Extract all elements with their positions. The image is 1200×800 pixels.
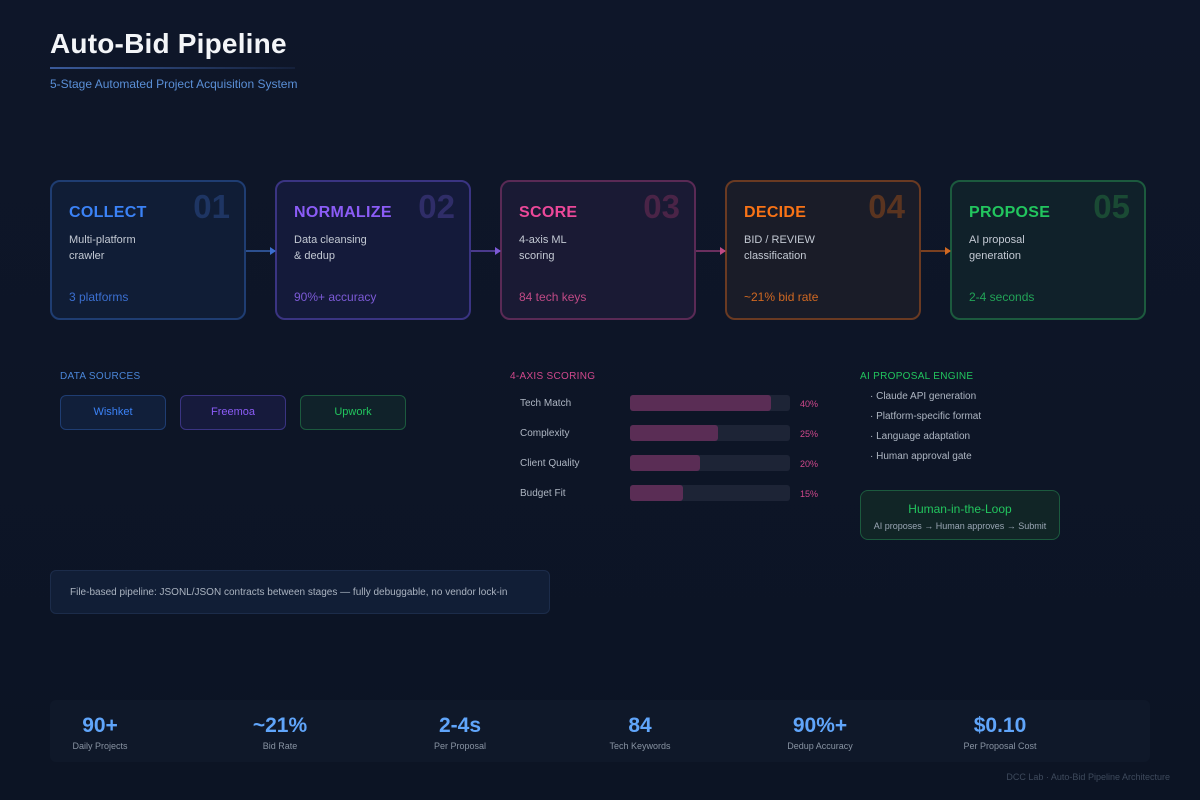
- proposal-engine-heading: AI PROPOSAL ENGINE: [860, 371, 974, 382]
- human-in-the-loop-box: Human-in-the-Loop AI proposes → Human ap…: [860, 490, 1060, 540]
- stage-card-score: 03 SCORE 4-axis ML scoring 84 tech keys: [500, 180, 696, 320]
- score-bar-track: [630, 425, 790, 441]
- page-title: Auto-Bid Pipeline: [50, 28, 287, 59]
- score-axis-label: Budget Fit: [520, 488, 566, 499]
- source-badge-freemoa: Freemoa: [180, 395, 286, 430]
- flow-arrow: [471, 247, 501, 255]
- score-bar-fill: [630, 455, 701, 471]
- stat-label: Dedup Accuracy: [787, 741, 853, 751]
- score-weight: 20%: [800, 459, 819, 469]
- stat-label: Bid Rate: [262, 741, 298, 751]
- stats-bar: 90+ Daily Projects ~21% Bid Rate 2-4s Pe…: [50, 700, 1150, 762]
- engine-feature-item: · Claude API generation: [870, 391, 977, 402]
- stat-tech-keywords: 84 Tech Keywords: [560, 700, 720, 751]
- stage-card-normalize: 02 NORMALIZE Data cleansing & dedup 90%+ …: [275, 180, 471, 320]
- page-subtitle: 5-Stage Automated Project Acquisition Sy…: [50, 77, 298, 91]
- stage-name: DECIDE: [744, 204, 807, 221]
- hitl-subtitle: AI proposes → Human approves → Submit: [873, 521, 1047, 531]
- stage-metric: 90%+ accuracy: [294, 290, 377, 304]
- stat-label: Daily Projects: [72, 741, 128, 751]
- data-sources-heading: DATA SOURCES: [60, 371, 141, 382]
- scoring-heading: 4-AXIS SCORING: [510, 371, 596, 382]
- stat-label: Per Proposal: [433, 741, 487, 751]
- stage-description: Data cleansing & dedup: [294, 234, 367, 262]
- stage-card-decide: 04 DECIDE BID / REVIEW classification ~21…: [725, 180, 921, 320]
- score-bar-track: [630, 485, 790, 501]
- stage-name: COLLECT: [69, 204, 147, 221]
- stat-value: 90%+: [792, 714, 848, 737]
- stat-value: $0.10: [973, 714, 1027, 737]
- flow-arrow: [921, 247, 951, 255]
- score-axis-label: Tech Match: [520, 398, 572, 409]
- footer-credit: DCC Lab · Auto-Bid Pipeline Architecture: [1006, 772, 1170, 782]
- score-axis-label: Complexity: [520, 428, 570, 439]
- stage-metric: 3 platforms: [69, 290, 129, 304]
- stat-proposal-cost: $0.10 Per Proposal Cost: [920, 700, 1080, 751]
- score-weight: 15%: [800, 489, 819, 499]
- score-bar-fill: [630, 395, 771, 411]
- engine-feature-item: · Language adaptation: [870, 431, 971, 442]
- stage-number: 01: [193, 188, 230, 225]
- score-axis-label: Client Quality: [520, 458, 580, 469]
- stage-description: 4-axis ML scoring: [519, 234, 567, 262]
- pipeline-note: File-based pipeline: JSONL/JSON contract…: [50, 570, 550, 614]
- score-bar-fill: [630, 425, 718, 441]
- stage-number: 04: [868, 188, 905, 225]
- stage-description: BID / REVIEW classification: [744, 234, 815, 262]
- score-weight: 40%: [800, 399, 819, 409]
- score-bar-track: [630, 455, 790, 471]
- stage-description: Multi-platform crawler: [69, 234, 136, 262]
- stage-name: NORMALIZE: [294, 204, 392, 221]
- stage-number: 03: [643, 188, 680, 225]
- stage-metric: 2-4 seconds: [969, 290, 1035, 304]
- hitl-title: Human-in-the-Loop: [908, 502, 1012, 516]
- stage-number: 02: [418, 188, 455, 225]
- flow-arrow: [696, 247, 726, 255]
- stat-label: Per Proposal Cost: [963, 741, 1037, 751]
- stat-value: 90+: [82, 714, 118, 737]
- stat-dedup-accuracy: 90%+ Dedup Accuracy: [740, 700, 900, 751]
- stat-value: ~21%: [252, 714, 308, 737]
- flow-arrow: [246, 247, 276, 255]
- engine-feature-item: · Human approval gate: [870, 451, 972, 462]
- stage-description: AI proposal generation: [969, 234, 1025, 262]
- stat-value: 84: [628, 714, 652, 737]
- title-underline: [50, 67, 295, 69]
- stage-name: SCORE: [519, 204, 578, 221]
- engine-feature-item: · Platform-specific format: [870, 411, 982, 422]
- stat-label: Tech Keywords: [609, 741, 671, 751]
- stage-metric: 84 tech keys: [519, 290, 587, 304]
- stat-bid-rate: ~21% Bid Rate: [200, 700, 360, 751]
- source-badge-wishket: Wishket: [60, 395, 166, 430]
- stat-daily-projects: 90+ Daily Projects: [20, 700, 180, 751]
- stat-per-proposal: 2-4s Per Proposal: [380, 700, 540, 751]
- stage-name: PROPOSE: [969, 204, 1051, 221]
- stage-card-propose: 05 PROPOSE AI proposal generation 2-4 sec…: [950, 180, 1146, 320]
- stat-value: 2-4s: [438, 714, 482, 737]
- stage-card-collect: 01 COLLECT Multi-platform crawler 3 platf…: [50, 180, 246, 320]
- score-weight: 25%: [800, 429, 819, 439]
- stage-number: 05: [1093, 188, 1130, 225]
- score-bar-fill: [630, 485, 683, 501]
- stage-metric: ~21% bid rate: [744, 290, 819, 304]
- source-badge-upwork: Upwork: [300, 395, 406, 430]
- score-bar-track: [630, 395, 790, 411]
